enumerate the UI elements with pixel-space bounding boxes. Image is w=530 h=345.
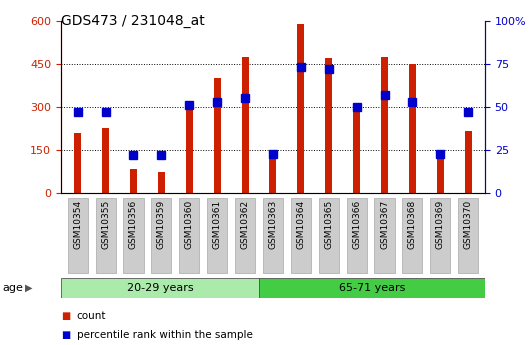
Text: GDS473 / 231048_at: GDS473 / 231048_at: [61, 14, 205, 28]
Bar: [152, 198, 171, 273]
Text: ■: ■: [61, 330, 70, 339]
Text: GSM10355: GSM10355: [101, 200, 110, 249]
Text: GSM10363: GSM10363: [269, 200, 277, 249]
Bar: [297, 23, 304, 193]
Bar: [74, 133, 81, 193]
Bar: [242, 57, 249, 193]
Bar: [68, 198, 88, 273]
Text: GSM10359: GSM10359: [157, 200, 166, 249]
Bar: [207, 198, 227, 273]
Text: percentile rank within the sample: percentile rank within the sample: [77, 330, 253, 339]
Bar: [325, 58, 332, 193]
Text: GSM10364: GSM10364: [296, 200, 305, 249]
Text: GSM10354: GSM10354: [73, 200, 82, 249]
Text: GSM10362: GSM10362: [241, 200, 250, 249]
Bar: [123, 198, 144, 273]
Bar: [402, 198, 422, 273]
Bar: [235, 198, 255, 273]
Bar: [353, 106, 360, 193]
Bar: [130, 169, 137, 193]
Text: GSM10361: GSM10361: [213, 200, 222, 249]
Bar: [291, 198, 311, 273]
Text: GSM10368: GSM10368: [408, 200, 417, 249]
Bar: [458, 198, 478, 273]
Bar: [95, 198, 116, 273]
Bar: [375, 198, 394, 273]
Bar: [381, 57, 388, 193]
Bar: [179, 198, 199, 273]
Bar: [263, 198, 283, 273]
Bar: [409, 64, 416, 193]
Text: 20-29 years: 20-29 years: [127, 283, 193, 293]
Bar: [259, 278, 485, 298]
Text: ■: ■: [61, 311, 70, 321]
Bar: [158, 171, 165, 193]
Text: GSM10366: GSM10366: [352, 200, 361, 249]
Text: count: count: [77, 311, 107, 321]
Bar: [437, 151, 444, 193]
Bar: [347, 198, 367, 273]
Bar: [319, 198, 339, 273]
Bar: [269, 156, 277, 193]
Bar: [430, 198, 450, 273]
Bar: [186, 104, 193, 193]
Text: GSM10356: GSM10356: [129, 200, 138, 249]
Text: GSM10360: GSM10360: [185, 200, 194, 249]
Text: GSM10367: GSM10367: [380, 200, 389, 249]
Bar: [102, 128, 109, 193]
Bar: [214, 78, 220, 193]
Bar: [61, 278, 259, 298]
Text: 65-71 years: 65-71 years: [339, 283, 405, 293]
Text: GSM10365: GSM10365: [324, 200, 333, 249]
Text: GSM10370: GSM10370: [464, 200, 473, 249]
Text: GSM10369: GSM10369: [436, 200, 445, 249]
Text: age: age: [3, 283, 23, 293]
Text: ▶: ▶: [25, 283, 33, 293]
Bar: [465, 131, 472, 193]
